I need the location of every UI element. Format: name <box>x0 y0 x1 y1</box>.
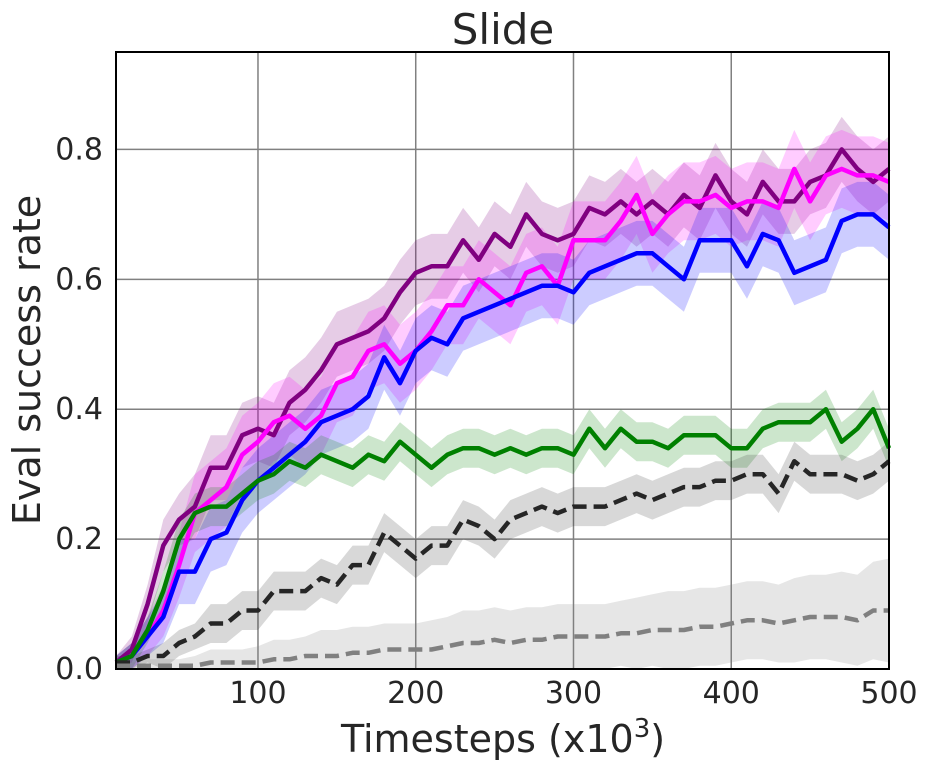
chart-title: Slide <box>452 5 555 54</box>
series-line-5 <box>116 608 889 669</box>
y-tick-label-3: 0.6 <box>55 262 103 297</box>
series-band-1 <box>116 129 889 669</box>
series-band-0 <box>116 116 889 669</box>
x-axis-title-close: ) <box>650 717 665 761</box>
series-line-1 <box>115 166 890 665</box>
x-axis-title: Timesteps (x103) <box>340 714 665 761</box>
series-band-2 <box>116 181 889 669</box>
tick-labels: 100 200 300 400 500 0.0 0.2 0.4 0.6 0.8 <box>55 132 917 711</box>
series-lines <box>114 147 892 669</box>
series-band-4 <box>116 441 889 669</box>
x-axis-title-superscript: 3 <box>634 714 651 744</box>
series-line-2 <box>115 212 891 665</box>
y-tick-label-4: 0.8 <box>55 132 103 167</box>
series-band-5 <box>116 558 889 669</box>
x-tick-label-3: 400 <box>703 676 760 711</box>
y-tick-label-0: 0.0 <box>55 652 103 687</box>
x-tick-label-4: 500 <box>860 676 917 711</box>
confidence-bands <box>116 116 889 669</box>
series-line-4 <box>116 458 891 665</box>
x-tick-label-0: 100 <box>229 676 286 711</box>
y-tick-label-2: 0.4 <box>55 392 103 427</box>
series-line-0 <box>114 147 891 665</box>
series-line-3 <box>115 406 892 665</box>
y-tick-label-1: 0.2 <box>55 522 103 557</box>
x-tick-label-1: 200 <box>387 676 444 711</box>
x-axis-title-main: Timesteps (x10 <box>340 717 634 761</box>
grid <box>116 52 890 670</box>
series-band-3 <box>116 389 889 669</box>
x-tick-label-2: 300 <box>545 676 602 711</box>
plot-frame <box>115 51 890 670</box>
y-axis-title: Eval success rate <box>5 195 49 525</box>
